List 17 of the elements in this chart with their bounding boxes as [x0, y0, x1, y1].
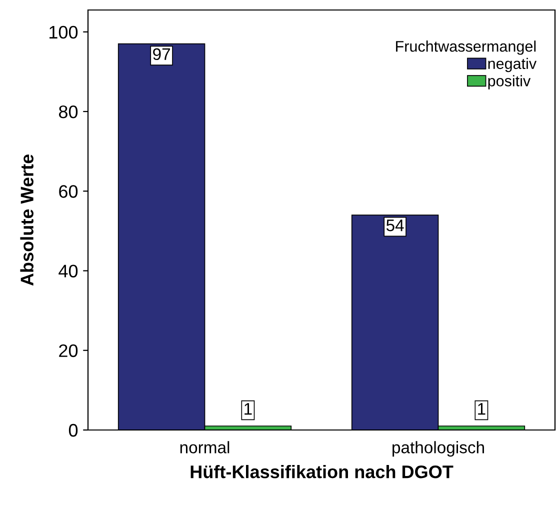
legend-label: positiv [488, 75, 531, 90]
y-tick-label: 100 [50, 26, 78, 39]
y-tick-label: 60 [59, 185, 78, 198]
legend-title: Fruchtwassermangel [396, 40, 536, 55]
y-tick-label: 20 [59, 344, 78, 358]
data-label: 1 [244, 403, 252, 415]
x-axis-title: Hüft-Klassifikation nach DGOT [190, 464, 454, 478]
x-tick-label: pathologisch [392, 441, 484, 457]
y-tick-label: 80 [58, 105, 78, 118]
y-axis-title: Absolute Werte [20, 154, 34, 286]
y-tick-label: 0 [68, 424, 78, 437]
legend-label: negativ [488, 58, 537, 72]
data-label: 97 [153, 48, 170, 60]
data-label: 54 [386, 220, 404, 232]
data-label: 1 [478, 403, 486, 415]
x-tick-label: normal [180, 441, 230, 454]
y-tick-label: 40 [58, 264, 78, 278]
